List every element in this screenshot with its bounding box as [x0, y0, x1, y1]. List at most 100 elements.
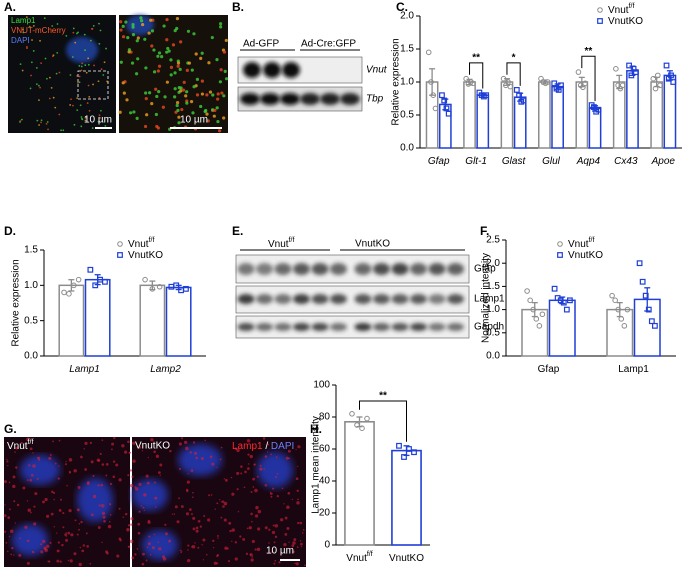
data-point — [87, 266, 94, 273]
texture — [228, 521, 232, 525]
texture — [276, 494, 279, 498]
bar — [58, 284, 85, 357]
texture — [111, 442, 115, 446]
texture — [92, 474, 95, 477]
y-tick-label: 0.5 — [486, 327, 500, 338]
texture — [194, 52, 198, 56]
texture — [22, 28, 24, 31]
texture — [97, 80, 100, 83]
y-tick-label: 0.0 — [400, 143, 414, 154]
texture — [87, 84, 90, 87]
texture — [297, 445, 301, 449]
texture — [89, 441, 92, 444]
texture — [251, 539, 255, 544]
texture — [135, 116, 139, 120]
texture — [58, 113, 61, 116]
texture — [256, 323, 273, 331]
texture — [254, 488, 258, 493]
texture — [80, 125, 83, 128]
texture — [206, 119, 210, 123]
texture — [264, 526, 268, 530]
texture — [50, 86, 53, 89]
texture — [187, 549, 189, 551]
texture — [126, 527, 130, 532]
texture — [121, 444, 125, 448]
texture — [200, 456, 204, 461]
bar — [650, 81, 664, 149]
label-text: Lamp2 — [150, 364, 181, 375]
micrograph — [3, 436, 306, 567]
texture — [136, 36, 140, 40]
texture — [157, 90, 161, 94]
texture — [169, 58, 173, 62]
texture — [264, 455, 268, 458]
data-point — [149, 286, 156, 292]
texture — [215, 106, 219, 110]
texture — [179, 89, 183, 93]
texture — [26, 437, 30, 442]
texture — [50, 512, 54, 516]
label: Apoe — [651, 156, 676, 167]
texture — [56, 559, 60, 563]
texture — [81, 549, 85, 553]
texture — [191, 544, 196, 549]
texture — [223, 478, 225, 480]
texture — [77, 31, 79, 34]
texture — [237, 510, 240, 513]
texture — [79, 104, 82, 107]
texture — [9, 508, 11, 511]
texture — [252, 486, 255, 488]
texture — [273, 541, 276, 544]
texture — [246, 439, 251, 443]
texture — [157, 64, 162, 68]
y-tick-label: 100 — [313, 380, 330, 391]
texture — [7, 464, 9, 467]
texture — [283, 542, 287, 547]
data-point — [613, 66, 619, 72]
texture — [234, 541, 238, 544]
texture — [118, 537, 122, 541]
texture — [223, 518, 227, 522]
texture — [99, 452, 102, 456]
texture — [391, 263, 409, 275]
texture — [143, 37, 147, 41]
texture — [15, 446, 19, 450]
data-point — [354, 422, 360, 428]
texture — [169, 65, 174, 69]
texture — [34, 492, 38, 496]
texture — [219, 25, 223, 29]
texture — [5, 541, 8, 544]
texture — [275, 456, 278, 458]
texture — [302, 528, 305, 531]
texture — [60, 129, 62, 132]
data-point — [539, 311, 546, 318]
texture — [102, 74, 105, 76]
y-axis-label: Normalized intensity — [481, 253, 492, 343]
texture — [70, 98, 72, 101]
texture — [410, 323, 427, 331]
texture — [211, 93, 215, 97]
texture — [146, 481, 150, 485]
label: Lamp1 — [618, 364, 649, 375]
group-label: VnutKO — [355, 239, 390, 250]
texture — [118, 507, 121, 510]
texture — [101, 504, 105, 508]
texture — [200, 92, 205, 96]
texture — [284, 516, 288, 520]
data-point — [520, 97, 527, 104]
texture — [224, 546, 228, 550]
texture — [270, 453, 273, 456]
texture — [101, 463, 105, 466]
texture — [304, 564, 306, 567]
texture — [6, 460, 9, 463]
data-point — [507, 83, 514, 90]
texture — [164, 523, 167, 526]
data-point — [536, 323, 543, 329]
texture — [162, 24, 166, 28]
texture — [251, 520, 253, 523]
bar — [500, 81, 514, 149]
texture — [192, 527, 196, 531]
texture — [131, 475, 134, 478]
texture — [200, 79, 205, 83]
texture — [214, 508, 216, 510]
